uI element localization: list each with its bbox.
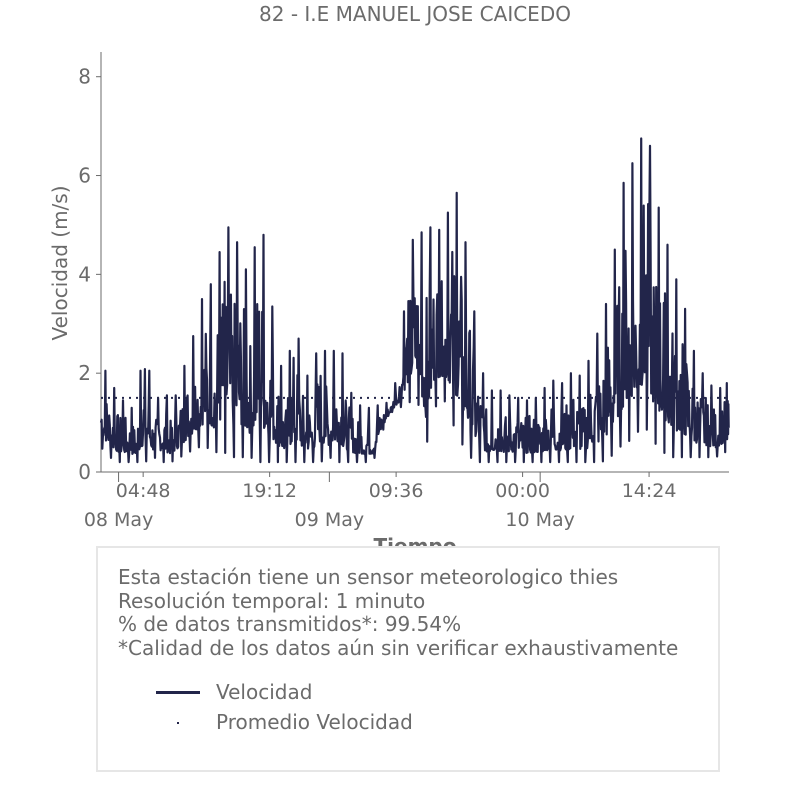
y-tick-label: 8	[78, 65, 91, 89]
y-tick-label: 4	[78, 262, 91, 286]
y-ticks: 0 2 4 6 8	[78, 65, 101, 484]
legend-label: Velocidad	[216, 680, 313, 704]
x-tick-label: 14:24	[622, 480, 677, 502]
series-velocidad	[99, 137, 730, 464]
x-tick-label: 19:12	[242, 480, 297, 502]
info-sensor: Esta estación tiene un sensor meteorolog…	[118, 565, 619, 589]
y-tick-label: 2	[78, 361, 91, 385]
legend-label: Promedio Velocidad	[216, 710, 413, 734]
x-tick-label: 09:36	[369, 480, 424, 502]
info-box: Esta estación tiene un sensor meteorolog…	[96, 546, 720, 772]
y-axis-label: Velocidad (m/s)	[48, 185, 72, 340]
info-transmitted: % de datos transmitidos*: 99.54%	[118, 612, 462, 636]
date-tick-label: 09 May	[295, 509, 365, 531]
x-tick-label: 04:48	[116, 480, 171, 502]
velocity-chart: 82 - I.E MANUEL JOSE CAICEDO Velocidad (…	[48, 2, 730, 558]
legend-dot-marker	[177, 722, 179, 724]
info-resolution: Resolución temporal: 1 minuto	[118, 588, 426, 613]
series-layer	[99, 137, 730, 464]
date-tick-label: 08 May	[84, 509, 154, 531]
y-tick-label: 0	[78, 460, 91, 484]
y-tick-label: 6	[78, 164, 91, 188]
x-tick-label: 00:00	[495, 480, 550, 502]
chart-title: 82 - I.E MANUEL JOSE CAICEDO	[259, 2, 571, 26]
info-quality-note: *Calidad de los datos aún sin verificar …	[118, 635, 679, 660]
legend-line-marker	[156, 691, 200, 694]
x-ticks: 04:48 19:12 09:36 00:00 14:24 08 May 09 May 10 …	[84, 472, 677, 531]
info-lines: Esta estación tiene un sensor meteorolog…	[118, 565, 679, 660]
date-tick-label: 10 May	[505, 509, 575, 531]
